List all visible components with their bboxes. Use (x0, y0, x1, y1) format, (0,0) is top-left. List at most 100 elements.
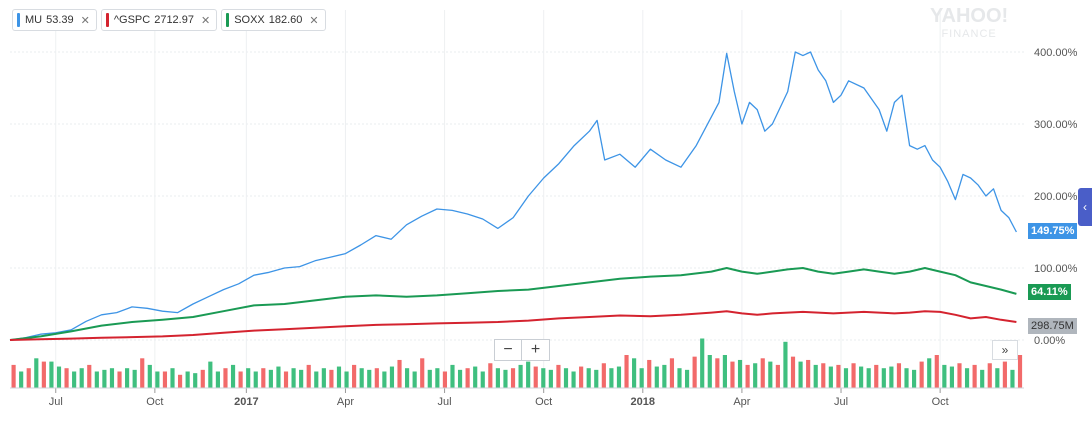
volume-bar (11, 364, 16, 388)
volume-bar (821, 363, 826, 388)
watermark-line1: YAHOO! (930, 5, 1009, 27)
volume-bar (715, 358, 720, 388)
volume-bar (609, 368, 614, 388)
volume-bar (541, 368, 546, 388)
volume-bar (556, 364, 561, 388)
legend-item-soxx[interactable]: SOXX 182.60 ✕ (221, 9, 326, 31)
zoom-in-button[interactable]: + (522, 339, 550, 361)
volume-bar (64, 368, 69, 388)
volume-bar (162, 371, 168, 388)
volume-bar (790, 356, 796, 388)
x-tick-label: Oct (146, 396, 163, 408)
x-tick-label: Oct (932, 396, 949, 408)
volume-bar (843, 368, 849, 388)
close-icon[interactable]: ✕ (80, 14, 90, 27)
volume-bar (125, 368, 130, 388)
volume-bar (374, 368, 379, 388)
volume-bar (533, 366, 538, 388)
volume-bar (601, 363, 606, 388)
y-tick-label: 0.00% (1034, 335, 1065, 347)
volume-bar (147, 364, 152, 388)
volume-bar (586, 368, 591, 388)
series-line-soxx (9, 267, 1017, 341)
volume-bar (904, 368, 909, 388)
volume-bar (1002, 361, 1007, 388)
y-axis: 0.00% 100.00% 200.00% 300.00% 400.00% (1034, 47, 1078, 347)
volume-bar (510, 368, 516, 388)
volume-bar (912, 369, 917, 388)
volume-bar (238, 371, 243, 388)
volume-bar (677, 368, 682, 388)
volume-bar (571, 371, 576, 388)
volume-bar (488, 363, 493, 388)
volume-bar (79, 368, 84, 388)
volume-last-value-tag: 298.75M (1028, 318, 1077, 334)
volume-bar (957, 363, 962, 388)
volume-bar (798, 361, 803, 388)
x-tick-label: Jul (834, 396, 848, 408)
volume-bar (19, 371, 24, 388)
volume-bar (813, 364, 818, 388)
x-tick-label: Jul (49, 396, 63, 408)
volume-bar (632, 358, 637, 388)
volume-bar (49, 361, 54, 388)
legend-item-gspc[interactable]: ^GSPC 2712.97 ✕ (100, 9, 218, 31)
soxx-last-value-tag: 64.11% (1028, 284, 1071, 300)
volume-bar (896, 363, 902, 388)
volume-bar (753, 363, 758, 388)
volume-bar (526, 361, 531, 388)
mu-last-value-tag: 149.75% (1028, 223, 1078, 239)
volume-bar (41, 361, 46, 388)
legend-symbol: SOXX (234, 14, 265, 26)
volume-bar (442, 371, 448, 388)
volume-bar (980, 369, 985, 388)
close-icon[interactable]: ✕ (309, 14, 319, 27)
legend-item-mu[interactable]: MU 53.39 ✕ (12, 9, 97, 31)
volume-bar (473, 366, 478, 388)
scroll-forward-button[interactable]: » (992, 340, 1018, 360)
volume-bar (314, 371, 319, 388)
volume-bar (548, 369, 553, 388)
volume-bar (503, 369, 508, 388)
volume-bar (768, 361, 773, 388)
gspc-swatch (105, 13, 109, 27)
volume-bar (624, 355, 629, 388)
volume-bar (215, 371, 220, 388)
volume-bar (889, 366, 894, 388)
volume-bar (109, 368, 115, 388)
volume-bar (919, 361, 924, 388)
volume-bar (775, 364, 780, 388)
volume-bar (828, 366, 833, 388)
volume-bar (412, 371, 417, 388)
volume-bar (299, 369, 304, 388)
legend-symbol: MU (25, 14, 43, 26)
y-tick-label: 100.00% (1034, 263, 1078, 275)
volume-bar (836, 364, 841, 388)
volume-bar (200, 369, 205, 388)
volume-bar (737, 359, 743, 388)
volume-bar (806, 359, 811, 388)
volume-bar (949, 366, 955, 388)
zoom-controls: − + (494, 339, 550, 361)
zoom-out-button[interactable]: − (494, 339, 522, 361)
volume-bar (359, 368, 364, 388)
x-tick-label: 2018 (631, 396, 655, 408)
volume-bar (261, 368, 266, 388)
volume-bar (457, 369, 463, 388)
volume-bar (268, 369, 273, 388)
volume-bar (246, 368, 251, 388)
volume-bar (170, 368, 175, 388)
volume-bar (684, 369, 690, 388)
y-tick-label: 400.00% (1034, 47, 1078, 59)
volume-bar (874, 364, 879, 388)
volume-bar (102, 369, 107, 388)
volume-bar (707, 355, 712, 388)
soxx-swatch (226, 13, 230, 27)
close-icon[interactable]: ✕ (200, 14, 211, 27)
volume-bar (56, 366, 62, 388)
chart-grid (10, 10, 1024, 388)
volume-bar (253, 371, 258, 388)
side-panel-toggle[interactable]: ‹ (1078, 188, 1092, 226)
legend-value: 2712.97 (154, 14, 194, 26)
